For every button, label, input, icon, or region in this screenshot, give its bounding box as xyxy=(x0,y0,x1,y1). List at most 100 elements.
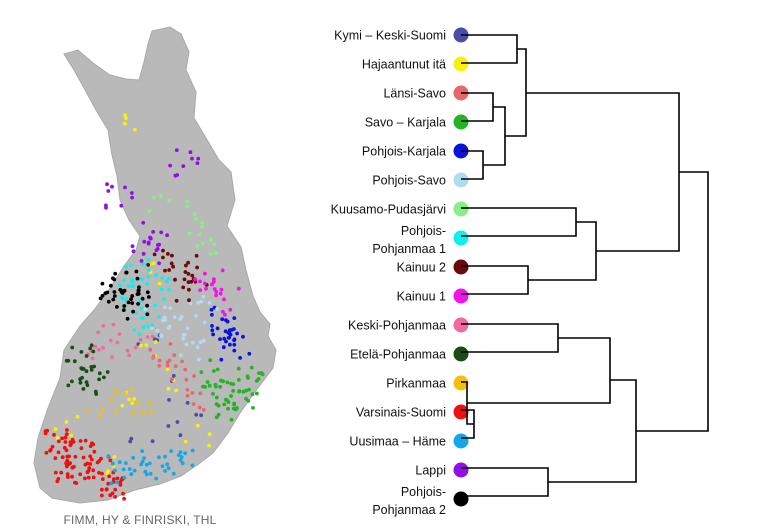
map-dot-kymi xyxy=(199,413,204,418)
map-dot-uusimaa xyxy=(165,462,170,467)
map-dot-savokarjala xyxy=(214,415,219,420)
cluster-marker-uusimaa xyxy=(453,433,469,449)
branch-savo-group xyxy=(483,106,506,166)
map-dot-varsinaissuomi xyxy=(56,439,61,444)
map-dot-pohjoiskarjala xyxy=(228,332,233,337)
map-dot-pohjoissavo xyxy=(207,301,212,305)
map-dot-hajaantunut xyxy=(53,427,58,432)
map-dot-varsinaissuomi xyxy=(83,476,87,481)
map-dot-kainuu1 xyxy=(204,286,208,291)
map-dot-lappi xyxy=(190,156,194,161)
map-credit: FIMM, HY & FINRISKI, THL xyxy=(63,513,217,527)
map-dot-uusimaa xyxy=(157,455,161,460)
map-dot-kainuu2 xyxy=(174,298,179,303)
map-dot-savokarjala xyxy=(216,412,221,417)
map-dot-hajaantunut xyxy=(144,343,149,347)
map-dot-pohjoispohjanmaa2 xyxy=(135,276,140,281)
map-dot-pirkanmaa xyxy=(129,388,134,393)
map-dot-kuusamo xyxy=(212,242,217,247)
cluster-label-pohjoiskarjala: Pohjois-Karjala xyxy=(362,145,446,159)
map-dot-pohjoissavo xyxy=(178,353,183,358)
map-dot-pohjoispohjanmaa2 xyxy=(112,290,117,294)
map-dot-uusimaa xyxy=(166,466,171,471)
map-dot-pohjoispohjanmaa1 xyxy=(145,282,150,286)
map-dot-lappi xyxy=(174,148,179,153)
map-dot-pohjoissavo xyxy=(190,340,195,345)
map-dot-keskipohjanmaa xyxy=(93,344,98,349)
map-dot-varsinaissuomi xyxy=(73,454,78,459)
map-dot-pohjoispohjanmaa2 xyxy=(124,270,129,275)
map-dot-savokarjala xyxy=(219,378,223,383)
map-dot-varsinaissuomi xyxy=(52,433,56,437)
map-dot-hajaantunut xyxy=(133,127,137,132)
map-dot-varsinaissuomi xyxy=(86,475,91,480)
map-dot-pohjoissavo xyxy=(143,307,148,311)
map-dot-pohjoispohjanmaa2 xyxy=(115,305,119,309)
map-dot-pohjoispohjanmaa1 xyxy=(141,262,145,267)
map-dot-pohjoispohjanmaa2 xyxy=(125,316,130,321)
map-dot-keskipohjanmaa xyxy=(110,355,114,359)
map-dot-kainuu2 xyxy=(187,298,191,303)
map-dot-keskipohjanmaa xyxy=(127,353,131,358)
map-dot-uusimaa xyxy=(144,462,149,467)
map-dot-uusimaa xyxy=(110,461,115,466)
map-dot-uusimaa xyxy=(180,461,185,466)
map-dot-keskipohjanmaa xyxy=(115,340,120,345)
map-dot-pohjoiskarjala xyxy=(232,316,237,320)
map-dot-pohjoiskarjala xyxy=(222,336,227,341)
map-dot-pohjoispohjanmaa2 xyxy=(113,271,118,276)
map-dot-etelapohjanmaa xyxy=(97,377,101,382)
branch-keskipohjanmaa-etelapohjanmaa xyxy=(461,323,559,353)
cluster-label-kainuu1: Kainuu 1 xyxy=(397,290,446,304)
map-dot-hajaantunut xyxy=(105,471,110,476)
map-dot-kuusamo xyxy=(200,241,205,246)
map-dot-kainuu1 xyxy=(219,287,224,292)
map-dot-kainuu2 xyxy=(189,279,194,284)
map-dot-pohjoispohjanmaa1 xyxy=(128,263,133,267)
map-dot-pohjoiskarjala xyxy=(228,342,232,347)
map-dot-pohjoissavo xyxy=(159,334,164,338)
branch-lappi-pohjoispohjanmaa2 xyxy=(461,467,549,497)
map-dot-pohjoiskarjala xyxy=(232,348,237,353)
map-dot-kainuu1 xyxy=(211,279,216,284)
map-dot-kainuu2 xyxy=(173,277,177,282)
map-dot-pohjoissavo xyxy=(215,307,220,311)
map-dot-savokarjala xyxy=(218,385,223,389)
map-dot-pohjoispohjanmaa2 xyxy=(122,304,127,308)
map-dot-kainuu1 xyxy=(223,312,227,317)
cluster-label-pohjoispohjanmaa1-line2: Pohjanmaa 1 xyxy=(372,242,446,256)
map-dot-varsinaissuomi xyxy=(60,455,65,460)
map-dot-kainuu1 xyxy=(193,277,198,282)
map-dot-kymi xyxy=(150,439,155,443)
map-dot-pohjoispohjanmaa2 xyxy=(111,297,116,302)
map-dot-lansisavo xyxy=(173,364,178,369)
cluster-label-etelapohjanmaa: Etelä-Pohjanmaa xyxy=(350,348,446,362)
map-dot-pohjoissavo xyxy=(194,314,198,318)
map-dot-varsinaissuomi xyxy=(108,458,113,463)
map-dot-lappi xyxy=(188,150,193,155)
cluster-label-kuusamo: Kuusamo-Pudasjärvi xyxy=(331,203,446,217)
map-dot-savokarjala xyxy=(229,394,234,398)
map-dot-uusimaa xyxy=(160,464,165,468)
map-dot-varsinaissuomi xyxy=(48,448,53,452)
map-dot-lansisavo xyxy=(167,358,172,363)
map-dot-pohjoispohjanmaa2 xyxy=(130,301,135,305)
map-dot-varsinaissuomi xyxy=(115,476,120,481)
map-dot-lansisavo xyxy=(183,367,188,372)
map-dot-kainuu2 xyxy=(146,263,151,267)
map-dot-pohjoispohjanmaa2 xyxy=(120,291,125,295)
map-dot-varsinaissuomi xyxy=(100,477,105,481)
map-dot-varsinaissuomi xyxy=(118,483,123,487)
cluster-marker-pohjoispohjanmaa1 xyxy=(453,230,469,246)
map-dot-savokarjala xyxy=(250,392,255,397)
map-dot-pohjoispohjanmaa2 xyxy=(112,277,117,282)
map-dot-pohjoispohjanmaa2 xyxy=(137,285,141,290)
map-dot-keskipohjanmaa xyxy=(133,345,138,350)
map-dot-uusimaa xyxy=(117,460,122,465)
map-dot-lappi xyxy=(130,191,134,195)
map-dot-lappi xyxy=(151,230,156,234)
map-dot-pohjoispohjanmaa1 xyxy=(137,332,142,337)
map-dot-lappi xyxy=(159,230,164,235)
cluster-marker-varsinaissuomi xyxy=(453,404,469,420)
map-dot-savokarjala xyxy=(257,371,261,375)
